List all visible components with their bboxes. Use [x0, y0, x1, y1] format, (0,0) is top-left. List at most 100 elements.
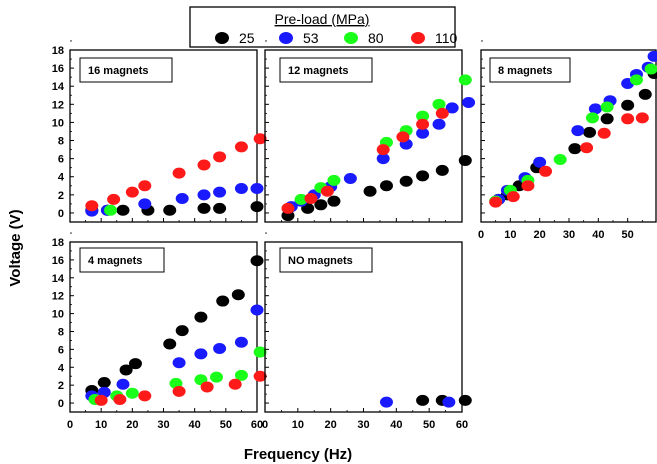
data-point-80 — [125, 387, 139, 399]
data-point-25 — [175, 325, 189, 337]
data-point-80 — [458, 74, 472, 86]
data-point-25 — [231, 289, 245, 301]
legend-entries: 25 53 80 110 — [215, 30, 458, 46]
data-point-110 — [94, 394, 108, 406]
data-point-110 — [253, 133, 267, 145]
data-point-53 — [250, 183, 264, 195]
x-tick-label: 0 — [262, 419, 268, 431]
data-point-25 — [458, 394, 472, 406]
data-point-25 — [583, 126, 597, 138]
x-tick-label: 20 — [126, 419, 138, 431]
x-tick-label: 40 — [592, 229, 604, 241]
data-point-53 — [213, 342, 227, 354]
data-point-53 — [138, 198, 152, 210]
data-point-25 — [197, 202, 211, 214]
panel-4-magnets: 0 2 4 6 8 10 12 14 16 18 0 10 20 30 40 50 60 4 magnets — [52, 232, 267, 431]
legend-label-25: 25 — [239, 30, 255, 46]
data-point-110 — [304, 192, 318, 204]
data-point-80 — [585, 112, 599, 124]
data-point-53 — [462, 97, 476, 109]
data-point-25 — [458, 154, 472, 166]
data-point-25 — [116, 204, 130, 216]
data-point-53 — [116, 378, 130, 390]
y-tick-label: 4 — [58, 362, 65, 374]
data-point-25 — [97, 376, 111, 388]
y-tick-label: 10 — [52, 117, 64, 129]
data-point-53 — [172, 357, 186, 369]
x-tick-label: 40 — [390, 419, 402, 431]
x-tick-label: 30 — [157, 419, 169, 431]
y-tick-label: 2 — [58, 380, 64, 392]
data-point-53 — [379, 396, 393, 408]
data-point-25 — [327, 195, 341, 207]
data-point-110 — [435, 107, 449, 119]
legend-marker-25 — [215, 32, 229, 44]
data-point-25 — [568, 143, 582, 155]
panel-16-magnets: 0 2 4 6 8 10 12 14 16 18 16 magnets — [52, 40, 267, 223]
data-point-25 — [379, 180, 393, 192]
legend-marker-53 — [279, 32, 293, 44]
panel-label: 8 magnets — [498, 65, 552, 77]
data-point-25 — [621, 99, 635, 111]
legend-label-53: 53 — [303, 30, 319, 46]
x-tick-label: 0 — [67, 419, 73, 431]
legend-title: Pre-load (MPa) — [275, 11, 370, 27]
data-point-80 — [629, 74, 643, 86]
data-point-110 — [85, 200, 99, 212]
y-tick-label: 18 — [52, 45, 64, 57]
x-axis-title: Frequency (Hz) — [244, 446, 352, 463]
data-point-80 — [644, 63, 657, 75]
data-point-25 — [194, 311, 208, 323]
data-point-110 — [621, 113, 635, 125]
x-tick-label: 50 — [220, 419, 232, 431]
data-point-110 — [200, 381, 214, 393]
data-point-110 — [125, 186, 139, 198]
data-point-80 — [416, 110, 430, 122]
x-tick-label: 50 — [423, 419, 435, 431]
data-point-110 — [416, 118, 430, 130]
data-point-25 — [600, 113, 614, 125]
data-point-110 — [506, 191, 520, 203]
data-point-53 — [250, 304, 264, 316]
data-point-110 — [281, 202, 295, 214]
x-tick-label: 10 — [504, 229, 516, 241]
y-tick-label: 8 — [58, 136, 64, 148]
data-point-53 — [194, 348, 208, 360]
legend-box — [189, 6, 456, 48]
y-tick-label: 14 — [52, 81, 65, 93]
panel-label-box — [279, 247, 373, 273]
data-point-110 — [138, 390, 152, 402]
data-point-53 — [213, 186, 227, 198]
panel-label-box — [489, 57, 571, 83]
data-point-25 — [314, 199, 328, 211]
legend-marker-80 — [344, 32, 358, 44]
data-point-53 — [647, 50, 657, 62]
data-point-25 — [128, 358, 142, 370]
legend: Pre-load (MPa) 25 53 80 110 — [189, 6, 458, 48]
y-tick-label: 8 — [58, 326, 64, 338]
y-tick-label: 6 — [58, 154, 64, 166]
data-point-110 — [213, 151, 227, 163]
data-point-25 — [213, 202, 227, 214]
y-axis-title: Voltage (V) — [7, 209, 24, 286]
data-point-53 — [197, 189, 211, 201]
data-point-25 — [363, 185, 377, 197]
legend-label-80: 80 — [368, 30, 384, 46]
data-point-110 — [521, 180, 535, 192]
data-point-110 — [113, 393, 127, 405]
data-point-53 — [571, 125, 585, 137]
panel-8-magnets: 0 10 20 30 40 50 8 magnets — [478, 40, 657, 241]
data-point-53 — [588, 103, 602, 115]
data-point-110 — [320, 185, 334, 197]
data-point-25 — [163, 338, 177, 350]
x-tick-label: 40 — [189, 419, 201, 431]
data-point-110 — [197, 159, 211, 171]
data-point-80 — [209, 371, 223, 383]
panel-label-box — [79, 247, 165, 273]
data-point-80 — [553, 154, 567, 166]
data-point-25 — [638, 88, 652, 100]
data-point-110 — [539, 165, 553, 177]
data-point-110 — [228, 378, 242, 390]
x-tick-label: 60 — [456, 419, 468, 431]
